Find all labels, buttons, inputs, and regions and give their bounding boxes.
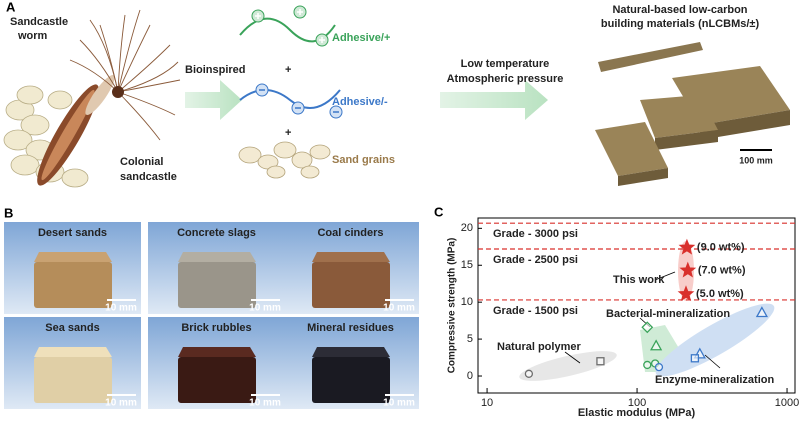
y-tick-label: 0 [467,370,473,382]
marker [679,261,697,278]
panel-label: C [434,204,444,219]
marker [641,321,654,334]
y-tick-label: 20 [461,222,473,234]
panel-label: A [6,0,16,14]
marker [678,238,696,255]
marker [755,306,769,318]
colony-label: Colonial [120,156,163,168]
series-label: Enzyme-mineralization [655,374,774,386]
step-label: Bioinspired [185,64,246,76]
annotation-arrows [564,271,721,369]
sand-grains [238,141,331,179]
cube-top [178,347,256,357]
marker [677,285,695,302]
arrow [185,80,242,120]
reference-label: Grade - 1500 psi [493,305,578,317]
x-tick-label: 1000 [775,397,799,409]
adhesive-label: Adhesive/- [332,96,388,108]
series-label: Bacterial-mineralization [606,308,730,320]
x-tick-label: 10 [481,397,493,409]
tile-label: Mineral residues [307,322,394,334]
condition-label: Atmospheric pressure [447,73,564,85]
marker [654,363,664,372]
cube-top [312,252,390,262]
plus: + [285,64,291,76]
series-label: Natural polymer [497,341,581,353]
y-tick-label: 15 [461,259,473,271]
product-label: Natural-based low-carbon [612,4,747,16]
condition-label: Low temperature [461,58,550,70]
cube-face [34,262,112,308]
marker [524,369,534,378]
tile-label: Brick rubbles [181,322,251,334]
scale-label: 10 mm [105,303,137,314]
plus: + [285,127,291,139]
worm-illustration [37,9,181,186]
marker [650,339,663,351]
cube-top [34,252,112,262]
scale-label: 10 mm [105,398,137,409]
tile-label: Concrete slags [177,227,256,239]
arrow [440,80,548,120]
worm-label: Sandcastle [10,16,68,28]
product-label: building materials (nLCBMs/±) [601,18,760,30]
cube-top [34,347,112,357]
cube-face [34,357,112,403]
x-tick-label: 100 [628,397,646,409]
adhesive-label: Adhesive/+ [332,32,390,44]
scale-label: 10 mm [249,303,281,314]
point-label: (9.0 wt%) [697,241,745,253]
panel-c: C 0 5 10 15 20 10 100 1000 Elastic modulus (MPa)… [434,204,799,418]
cube-top [178,252,256,262]
cube-face [178,262,256,308]
marker [643,360,652,370]
y-tick-label: 10 [461,296,473,308]
scale-label: 10 mm [383,303,415,314]
tile-label: Coal cinders [317,227,383,239]
point-label: (5.0 wt%) [696,288,744,300]
scale-label: 100 mm [739,155,773,165]
cube-face [312,262,390,308]
cube-top [312,347,390,357]
y-axis-label: Compressive strength (MPa) [447,238,458,374]
y-tick-label: 5 [467,333,473,345]
cube-face [312,357,390,403]
cube-face [178,357,256,403]
scale-label: 10 mm [383,398,415,409]
polyanion [239,89,341,109]
reference-label: Grade - 2500 psi [493,254,578,266]
x-axis-label: Elastic modulus (MPa) [578,407,696,419]
panel-a: A Sandcastle worm Colonial sandcastle Bi… [3,0,790,188]
panel-label: B [4,205,13,220]
tile-label: Sea sands [45,322,99,334]
scale-label: 10 mm [249,398,281,409]
panel-b: B Desert sands 10 mm Concrete slags 10 mm Co… [4,205,419,409]
plot-frame [477,217,796,394]
worm-label: worm [17,30,48,42]
colony-label: sandcastle [120,171,177,183]
point-label: (7.0 wt%) [698,264,746,276]
colony-illustration [3,85,89,188]
marker [596,357,605,366]
sand-label: Sand grains [332,154,395,166]
regions [519,241,775,381]
bricks [595,42,790,186]
marker [690,354,700,363]
reference-label: Grade - 3000 psi [493,228,578,240]
tile-label: Desert sands [38,227,107,239]
series-label: This work [613,274,665,286]
